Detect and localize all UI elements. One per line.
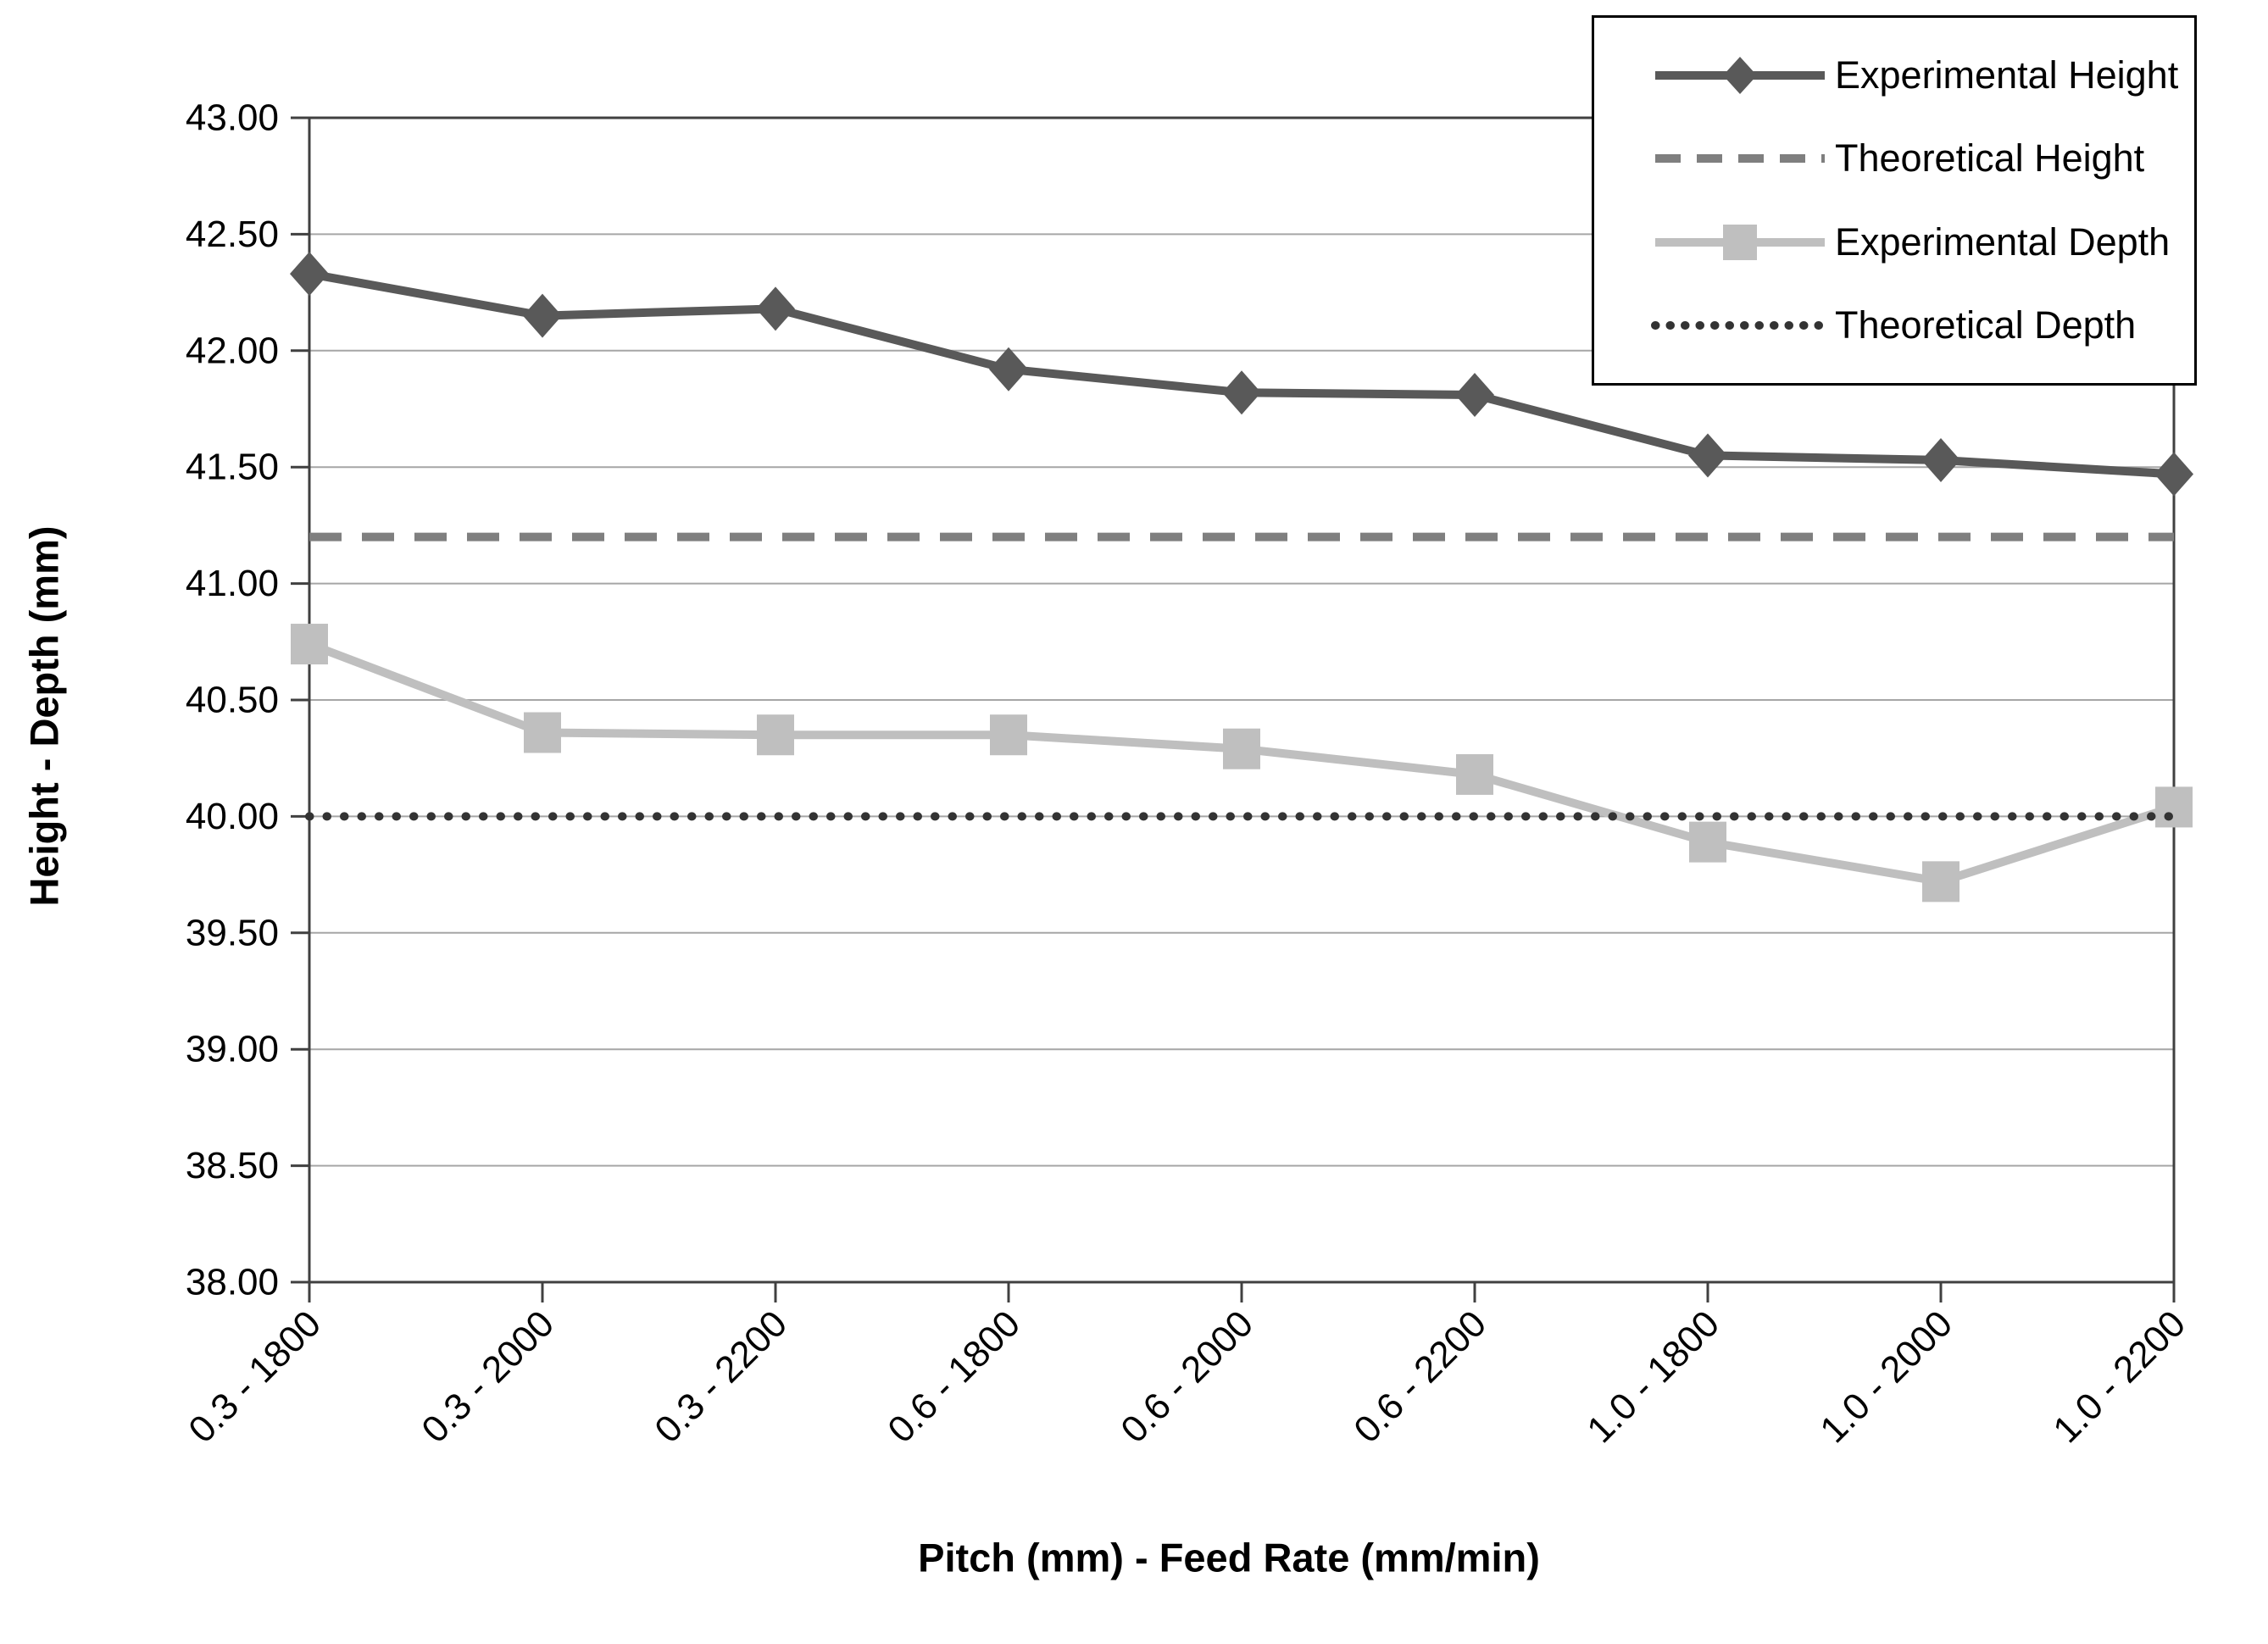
x-tick-label: 0.3 - 2000 xyxy=(414,1302,562,1451)
square-marker xyxy=(757,714,794,756)
x-tick-label: 0.3 - 1800 xyxy=(181,1302,329,1451)
y-axis-title: Height - Depth (mm) xyxy=(21,525,67,907)
legend: Experimental Height Theoretical Height E… xyxy=(1592,15,2197,386)
y-tick-label: 39.00 xyxy=(186,1029,279,1070)
diamond-marker xyxy=(989,347,1028,392)
y-tick-label: 40.00 xyxy=(186,796,279,837)
legend-sample-solid-square-icon xyxy=(1655,224,1825,260)
y-tick-label: 41.00 xyxy=(186,563,279,604)
y-tick-label: 41.50 xyxy=(186,447,279,488)
y-tick-label: 39.50 xyxy=(186,912,279,953)
diamond-marker xyxy=(523,293,562,338)
x-tick-label: 0.3 - 2200 xyxy=(647,1302,795,1451)
square-marker xyxy=(990,714,1027,756)
diamond-marker xyxy=(756,286,795,331)
square-marker xyxy=(291,624,328,665)
diamond-marker xyxy=(2154,452,2193,497)
x-tick-label: 0.6 - 1800 xyxy=(880,1302,1028,1451)
diamond-marker xyxy=(1921,437,1960,482)
square-marker xyxy=(1223,728,1260,769)
legend-label: Theoretical Depth xyxy=(1835,303,2137,347)
square-marker xyxy=(1456,753,1493,795)
square-marker xyxy=(1922,861,1959,903)
x-tick-label: 1.0 - 2000 xyxy=(1812,1302,1960,1451)
x-tick-label: 1.0 - 2200 xyxy=(2045,1302,2193,1451)
legend-item: Theoretical Height xyxy=(1650,133,2194,184)
legend-label: Experimental Depth xyxy=(1835,219,2171,264)
y-tick-label: 42.50 xyxy=(186,214,279,255)
legend-item: Theoretical Depth xyxy=(1650,300,2194,351)
x-tick-label: 0.6 - 2200 xyxy=(1346,1302,1494,1451)
square-marker xyxy=(1689,821,1726,863)
legend-label: Experimental Height xyxy=(1835,53,2179,97)
y-tick-label: 38.00 xyxy=(186,1262,279,1303)
diamond-marker xyxy=(1455,373,1494,418)
square-marker xyxy=(524,712,561,753)
diamond-marker xyxy=(1688,433,1727,478)
square-marker xyxy=(2155,786,2193,828)
y-tick-label: 43.00 xyxy=(186,97,279,139)
legend-sample-dashed-line-icon xyxy=(1655,154,1825,164)
legend-sample-solid-diamond-icon xyxy=(1655,57,1825,95)
y-tick-label: 42.00 xyxy=(186,330,279,371)
legend-item: Experimental Depth xyxy=(1650,217,2194,268)
legend-label: Theoretical Height xyxy=(1835,136,2145,181)
plot-border xyxy=(308,116,2176,1284)
y-tick-label: 38.50 xyxy=(186,1145,279,1186)
y-tick-label: 40.50 xyxy=(186,680,279,721)
diamond-marker xyxy=(1222,370,1261,415)
legend-sample-dotted-line-icon xyxy=(1651,320,1829,330)
legend-item: Experimental Height xyxy=(1650,50,2194,101)
x-axis-title: Pitch (mm) - Feed Rate (mm/min) xyxy=(918,1535,1540,1580)
x-tick-label: 1.0 - 1800 xyxy=(1579,1302,1727,1451)
x-tick-label: 0.6 - 2000 xyxy=(1113,1302,1261,1451)
diamond-marker xyxy=(290,252,329,297)
